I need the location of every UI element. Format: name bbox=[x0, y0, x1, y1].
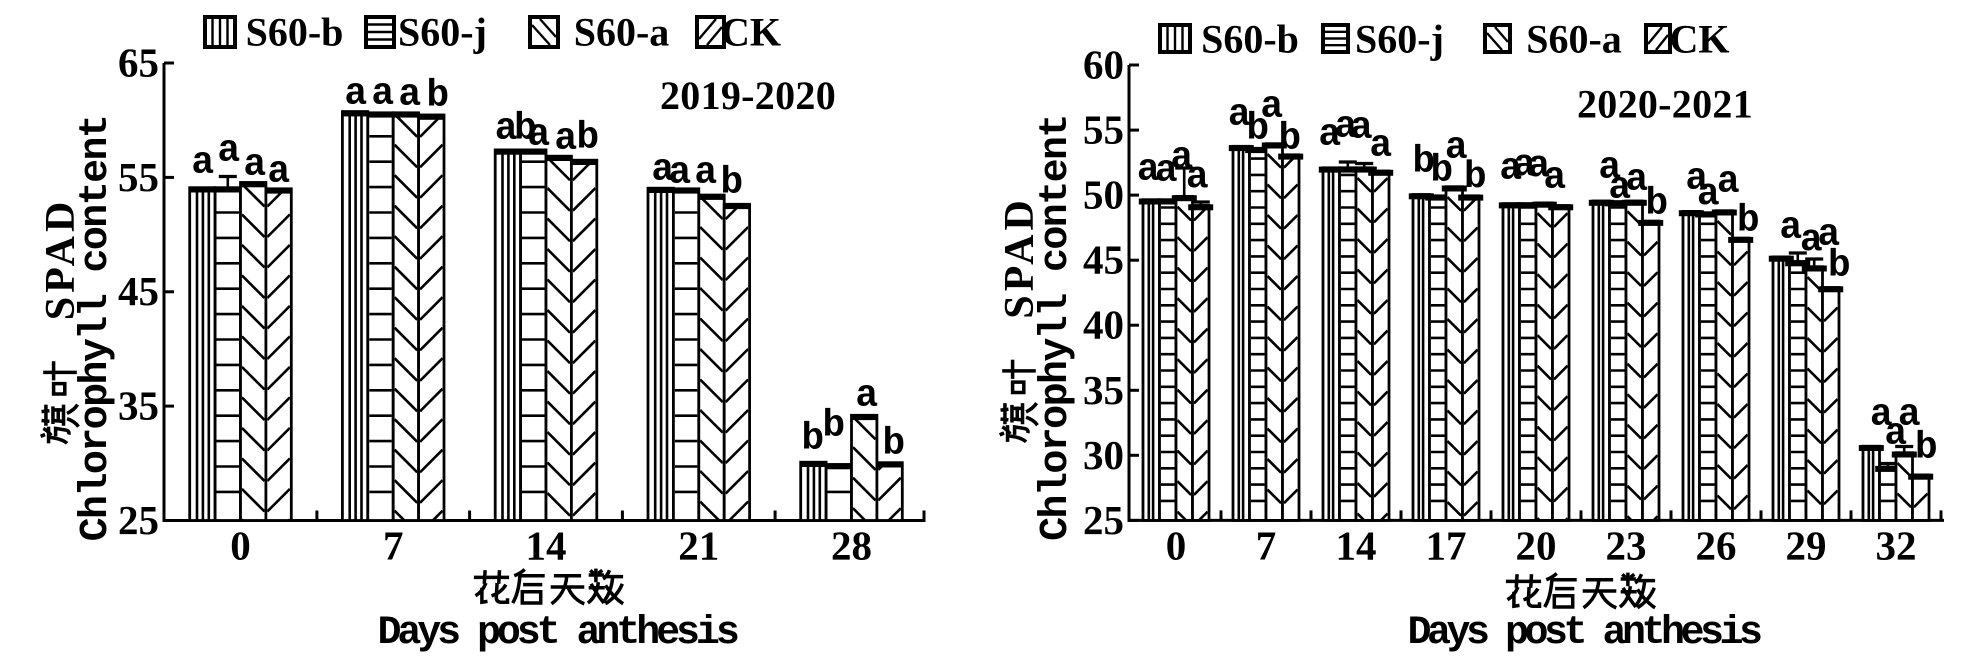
svg-text:a: a bbox=[243, 144, 265, 187]
svg-text:25: 25 bbox=[1083, 497, 1124, 543]
svg-text:40: 40 bbox=[1083, 302, 1124, 348]
svg-text:a: a bbox=[1186, 156, 1208, 199]
svg-text:a: a bbox=[527, 114, 549, 157]
svg-text:a: a bbox=[371, 73, 393, 116]
svg-text:b: b bbox=[822, 405, 843, 448]
svg-text:a: a bbox=[267, 151, 289, 194]
svg-text:b: b bbox=[576, 117, 597, 160]
svg-text:21: 21 bbox=[678, 523, 719, 569]
svg-text:14: 14 bbox=[526, 523, 567, 569]
svg-text:55: 55 bbox=[1083, 107, 1124, 153]
svg-text:b: b bbox=[1737, 200, 1758, 243]
svg-text:a: a bbox=[1369, 125, 1391, 168]
svg-text:14: 14 bbox=[1336, 523, 1377, 569]
svg-text:b: b bbox=[1915, 427, 1936, 470]
svg-text:a: a bbox=[554, 118, 576, 161]
svg-text:23: 23 bbox=[1606, 523, 1647, 569]
svg-text:17: 17 bbox=[1426, 523, 1467, 569]
svg-text:7: 7 bbox=[383, 523, 404, 569]
svg-text:b: b bbox=[1464, 156, 1485, 199]
svg-text:45: 45 bbox=[1083, 237, 1124, 283]
svg-text:a: a bbox=[191, 142, 213, 185]
svg-text:ab: ab bbox=[495, 108, 535, 151]
svg-text:35: 35 bbox=[1083, 367, 1124, 413]
svg-text:a: a bbox=[1543, 157, 1565, 200]
svg-text:b: b bbox=[1278, 118, 1299, 161]
svg-text:SPAD: SPAD bbox=[38, 198, 84, 321]
svg-text:CK: CK bbox=[1670, 17, 1730, 62]
svg-text:65: 65 bbox=[118, 40, 159, 86]
svg-text:60: 60 bbox=[1083, 42, 1124, 88]
svg-text:S60-j: S60-j bbox=[398, 10, 487, 55]
svg-text:30: 30 bbox=[1083, 432, 1124, 478]
svg-text:b: b bbox=[1828, 245, 1849, 288]
svg-text:0: 0 bbox=[230, 523, 251, 569]
svg-text:32: 32 bbox=[1876, 523, 1917, 569]
svg-text:50: 50 bbox=[1083, 172, 1124, 218]
svg-text:a: a bbox=[344, 73, 366, 116]
svg-text:2019-2020: 2019-2020 bbox=[660, 73, 836, 118]
svg-text:29: 29 bbox=[1786, 523, 1827, 569]
svg-text:S60-j: S60-j bbox=[1355, 17, 1444, 62]
svg-text:7: 7 bbox=[1256, 523, 1277, 569]
svg-text:20: 20 bbox=[1516, 523, 1557, 569]
svg-text:b: b bbox=[426, 75, 447, 118]
svg-text:45: 45 bbox=[118, 268, 159, 314]
svg-text:2020-2021: 2020-2021 bbox=[1577, 82, 1753, 127]
svg-text:a: a bbox=[1625, 159, 1647, 202]
svg-text:a: a bbox=[398, 74, 420, 117]
svg-text:0: 0 bbox=[1166, 523, 1187, 569]
svg-text:55: 55 bbox=[118, 154, 159, 200]
svg-text:a: a bbox=[668, 152, 690, 195]
svg-text:b: b bbox=[1645, 183, 1666, 226]
svg-text:S60-a: S60-a bbox=[574, 10, 670, 55]
svg-text:Days post anthesis: Days post anthesis bbox=[1407, 611, 1761, 656]
svg-text:a: a bbox=[1779, 207, 1801, 250]
svg-text:Chlorophyll content: Chlorophyll content bbox=[74, 116, 119, 542]
svg-text:CK: CK bbox=[721, 10, 781, 55]
svg-text:28: 28 bbox=[831, 523, 872, 569]
svg-text:b: b bbox=[882, 423, 903, 466]
svg-text:S60-a: S60-a bbox=[1526, 17, 1622, 62]
svg-text:a: a bbox=[1717, 161, 1739, 204]
svg-text:S60-b: S60-b bbox=[1201, 17, 1299, 62]
svg-text:26: 26 bbox=[1696, 523, 1737, 569]
svg-text:Days post anthesis: Days post anthesis bbox=[377, 611, 737, 656]
svg-text:a: a bbox=[855, 375, 877, 418]
svg-text:a: a bbox=[1697, 173, 1719, 216]
svg-text:a: a bbox=[217, 130, 239, 173]
svg-text:b: b bbox=[801, 418, 822, 461]
svg-text:Chlorophyll content: Chlorophyll content bbox=[1034, 115, 1079, 541]
svg-text:SPAD: SPAD bbox=[997, 196, 1043, 319]
svg-text:25: 25 bbox=[118, 497, 159, 543]
svg-text:a: a bbox=[694, 152, 716, 195]
svg-text:S60-b: S60-b bbox=[246, 10, 344, 55]
svg-text:b: b bbox=[720, 162, 741, 205]
svg-text:35: 35 bbox=[118, 383, 159, 429]
